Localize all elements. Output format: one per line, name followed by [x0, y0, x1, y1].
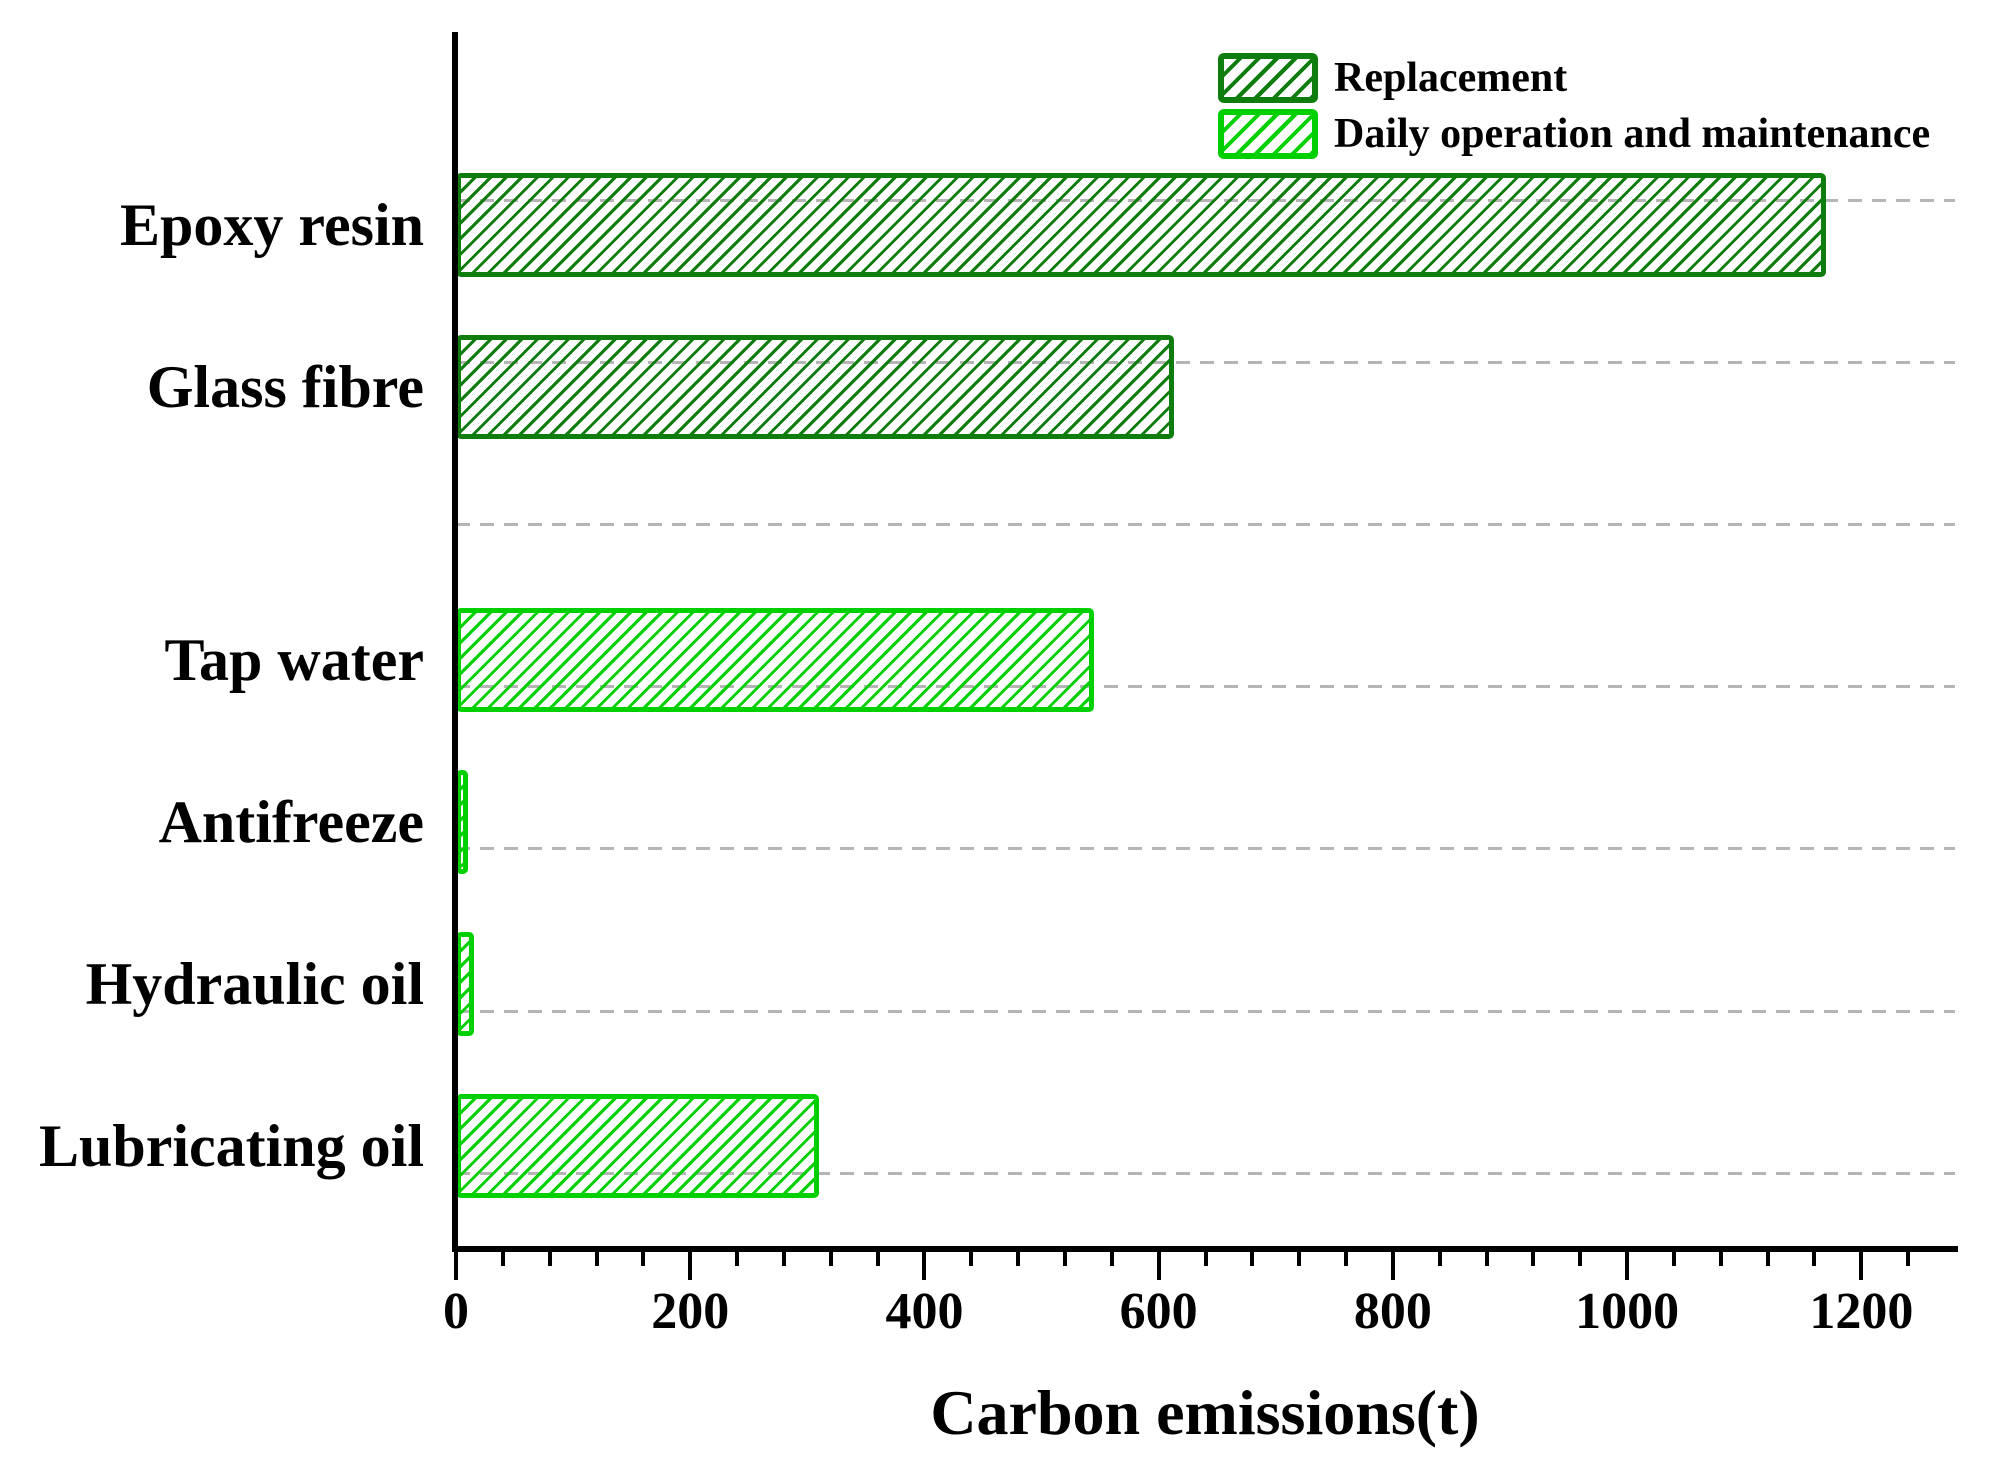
x-minor-tick-760: [1344, 1250, 1349, 1266]
y-axis-line: [452, 32, 458, 1252]
legend: Replacement Daily operation and maintena…: [1218, 50, 1930, 162]
gridline-3: [456, 522, 1955, 526]
x-minor-tick-120: [594, 1250, 599, 1266]
x-tick-0: [454, 1250, 458, 1280]
category-label-hydraulic-oil: Hydraulic oil: [85, 951, 424, 1017]
gridline-7: [456, 1171, 1955, 1175]
bar-tap-water: [456, 607, 1095, 712]
x-minor-tick-640: [1203, 1250, 1208, 1266]
x-tick-1200: [1859, 1250, 1864, 1280]
x-tick-400: [922, 1250, 927, 1280]
bar-hydraulic-oil: [456, 932, 474, 1036]
legend-label-replacement: Replacement: [1334, 55, 1568, 101]
x-minor-tick-80: [547, 1250, 552, 1266]
x-tick-label-800: 800: [1353, 1283, 1432, 1340]
category-label-glass-fibre: Glass fibre: [146, 354, 424, 421]
x-minor-tick-1160: [1812, 1250, 1817, 1266]
x-minor-tick-880: [1484, 1250, 1489, 1266]
gridline-2: [456, 360, 1955, 364]
x-tick-1000: [1625, 1250, 1630, 1280]
x-tick-200: [688, 1250, 693, 1280]
x-minor-tick-560: [1109, 1250, 1114, 1266]
x-minor-tick-920: [1531, 1250, 1536, 1266]
x-minor-tick-1080: [1718, 1250, 1723, 1266]
category-label-epoxy-resin: Epoxy resin: [120, 192, 424, 258]
x-minor-tick-360: [875, 1250, 880, 1266]
x-minor-tick-480: [1016, 1250, 1021, 1266]
legend-item-replacement: Replacement: [1218, 50, 1930, 106]
x-minor-tick-40: [500, 1250, 505, 1266]
gridline-5: [456, 847, 1955, 851]
x-minor-tick-160: [641, 1250, 646, 1266]
x-minor-tick-280: [781, 1250, 786, 1266]
x-tick-label-0: 0: [443, 1283, 469, 1340]
x-minor-tick-1120: [1765, 1250, 1770, 1266]
x-tick-600: [1156, 1250, 1161, 1280]
x-tick-label-200: 200: [651, 1283, 730, 1340]
legend-swatch-replacement: [1218, 53, 1318, 103]
x-tick-label-1200: 1200: [1809, 1283, 1914, 1340]
x-axis-line: [452, 1246, 1958, 1252]
x-minor-tick-1240: [1906, 1250, 1911, 1266]
x-axis-title: Carbon emissions(t): [930, 1377, 1480, 1448]
legend-item-daily-operation: Daily operation and maintenance: [1218, 106, 1930, 162]
category-label-lubricating-oil: Lubricating oil: [38, 1113, 424, 1180]
gridline-4: [456, 685, 1955, 689]
category-label-tap-water: Tap water: [164, 626, 424, 693]
x-tick-label-400: 400: [885, 1283, 964, 1340]
legend-label-daily-operation: Daily operation and maintenance: [1334, 111, 1931, 157]
bar-epoxy-resin: [456, 173, 1827, 277]
x-minor-tick-440: [969, 1250, 974, 1266]
gridline-6: [456, 1009, 1955, 1013]
x-minor-tick-520: [1062, 1250, 1067, 1266]
x-minor-tick-240: [735, 1250, 740, 1266]
x-minor-tick-320: [828, 1250, 833, 1266]
x-tick-800: [1390, 1250, 1395, 1280]
x-tick-label-1000: 1000: [1575, 1283, 1680, 1340]
x-minor-tick-720: [1297, 1250, 1302, 1266]
x-minor-tick-1040: [1671, 1250, 1676, 1266]
x-minor-tick-680: [1250, 1250, 1255, 1266]
x-minor-tick-960: [1578, 1250, 1583, 1266]
bar-glass-fibre: [456, 335, 1174, 440]
legend-swatch-daily-operation: [1218, 109, 1318, 159]
category-label-antifreeze: Antifreeze: [158, 788, 424, 855]
bar-lubricating-oil: [456, 1094, 820, 1199]
bar-antifreeze: [456, 769, 468, 874]
x-minor-tick-840: [1437, 1250, 1442, 1266]
x-tick-label-600: 600: [1119, 1283, 1198, 1340]
